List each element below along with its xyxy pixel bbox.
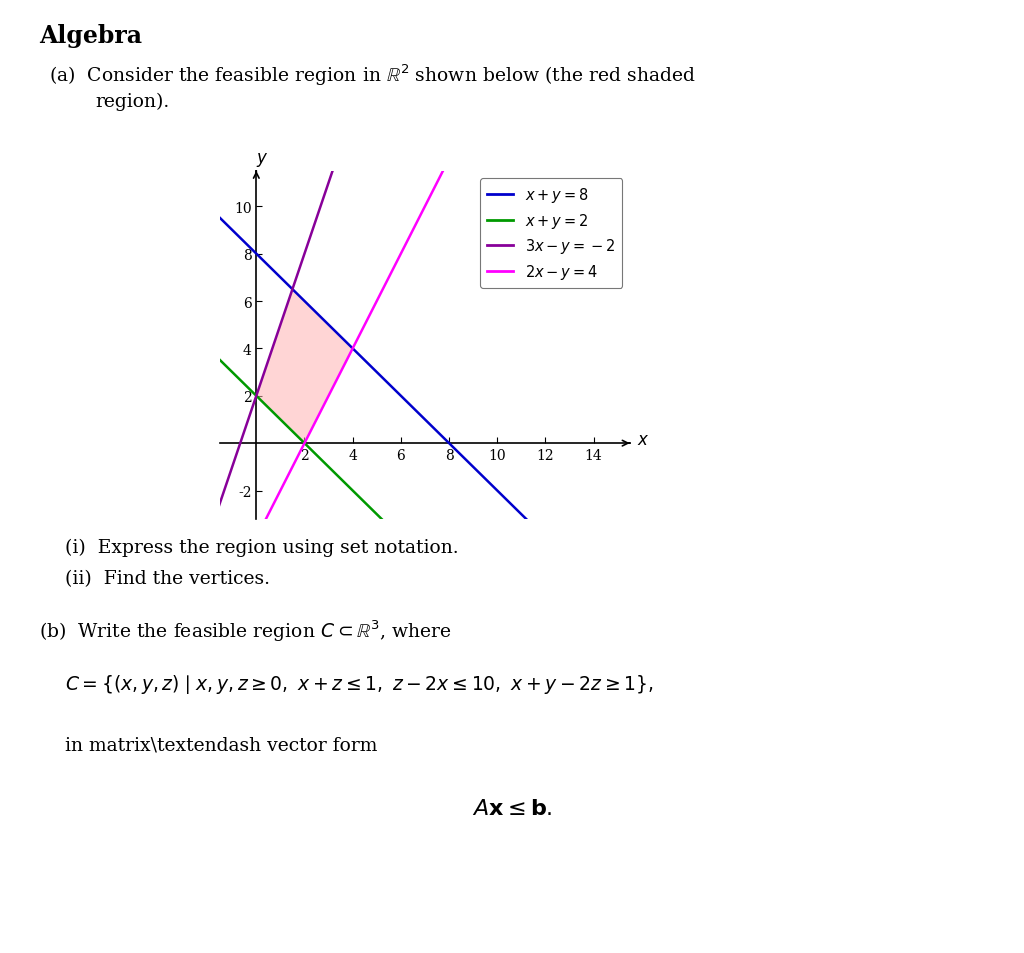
Text: (ii)  Find the vertices.: (ii) Find the vertices. (65, 570, 269, 588)
Text: (b)  Write the feasible region $C \subset \mathbb{R}^3$, where: (b) Write the feasible region $C \subset… (39, 618, 452, 643)
Text: $C = \{(x, y, z) \mid x, y, z \geq 0,\ x+z \leq 1,\ z-2x \leq 10,\ x+y-2z \geq 1: $C = \{(x, y, z) \mid x, y, z \geq 0,\ x… (65, 672, 653, 695)
Text: region).: region). (95, 92, 170, 111)
Text: $x$: $x$ (637, 432, 649, 449)
Polygon shape (256, 290, 352, 444)
Text: Algebra: Algebra (39, 24, 142, 48)
Text: (i)  Express the region using set notation.: (i) Express the region using set notatio… (65, 538, 458, 557)
Text: $y$: $y$ (256, 152, 268, 170)
Legend: $x + y = 8$, $x + y = 2$, $3x - y = -2$, $2x - y = 4$: $x + y = 8$, $x + y = 2$, $3x - y = -2$,… (479, 179, 623, 289)
Text: $A\mathbf{x} \leq \mathbf{b}.$: $A\mathbf{x} \leq \mathbf{b}.$ (472, 798, 552, 820)
Text: (a)  Consider the feasible region in $\mathbb{R}^2$ shown below (the red shaded: (a) Consider the feasible region in $\ma… (49, 62, 696, 88)
Text: in matrix\textendash vector form: in matrix\textendash vector form (65, 736, 377, 754)
